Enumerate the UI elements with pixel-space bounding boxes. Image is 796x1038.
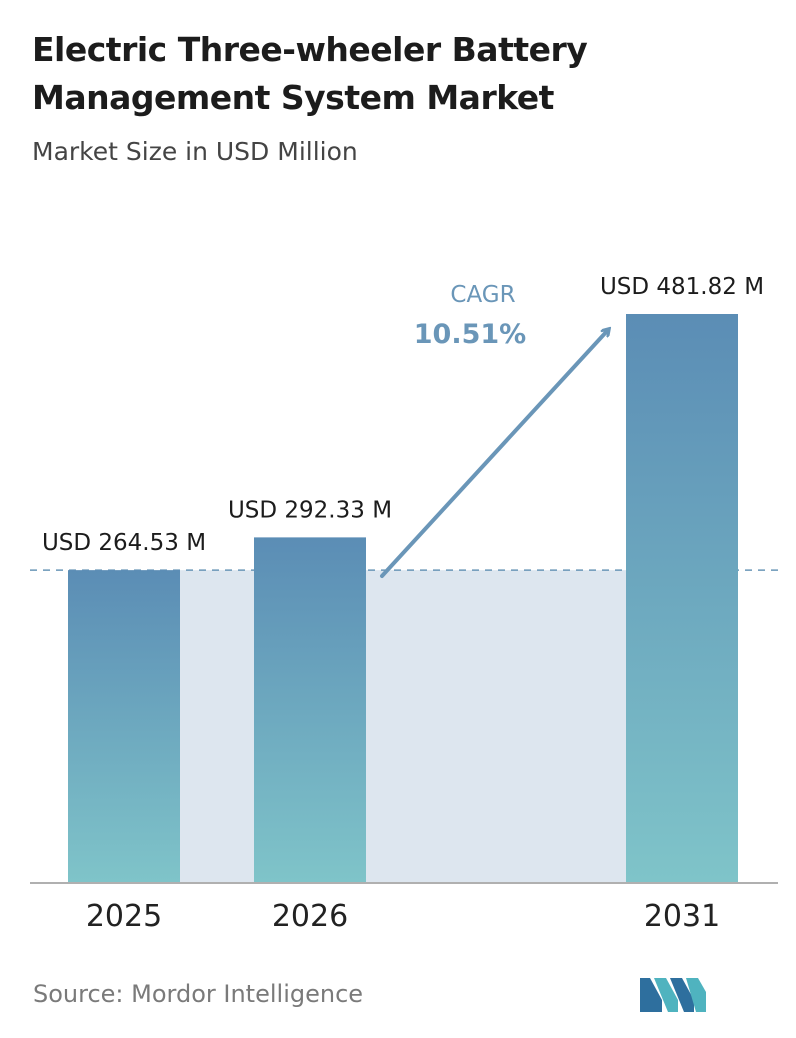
value-label-2031: USD 481.82 M bbox=[600, 274, 764, 300]
mordor-intelligence-logo-icon bbox=[640, 972, 706, 1012]
bar-2025 bbox=[68, 570, 180, 882]
value-label-2025: USD 264.53 M bbox=[42, 530, 206, 556]
x-tick-2026: 2026 bbox=[272, 899, 348, 934]
bar-2031 bbox=[626, 314, 738, 882]
cagr-label: CAGR bbox=[450, 282, 515, 308]
chart-subtitle: Market Size in USD Million bbox=[32, 137, 358, 166]
chart-title: Electric Three-wheeler Battery Managemen… bbox=[32, 30, 588, 117]
cagr-value: 10.51% bbox=[414, 319, 526, 350]
value-label-2026: USD 292.33 M bbox=[228, 497, 392, 523]
x-tick-2025: 2025 bbox=[86, 899, 162, 934]
x-tick-2031: 2031 bbox=[644, 899, 720, 934]
cagr-arrow-icon bbox=[380, 330, 608, 578]
bar-2026 bbox=[254, 537, 366, 882]
source-note: Source: Mordor Intelligence bbox=[33, 980, 364, 1008]
